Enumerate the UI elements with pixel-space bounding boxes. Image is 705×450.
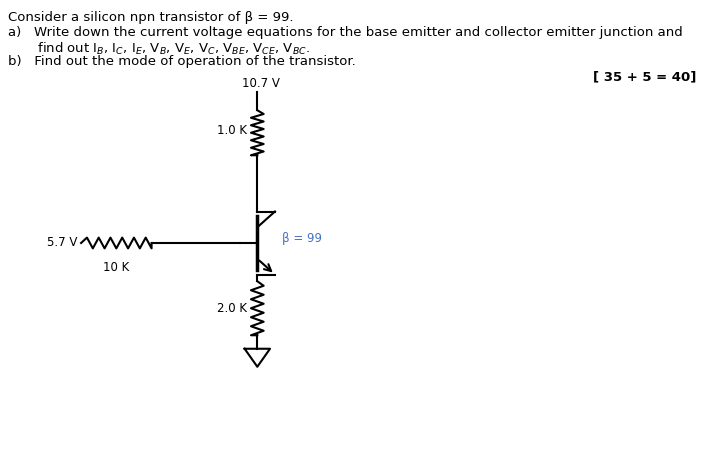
Text: 10 K: 10 K xyxy=(103,261,130,274)
Text: [ 35 + 5 = 40]: [ 35 + 5 = 40] xyxy=(593,71,697,84)
Text: 1.0 K: 1.0 K xyxy=(216,124,247,137)
Text: b)   Find out the mode of operation of the transistor.: b) Find out the mode of operation of the… xyxy=(8,55,356,68)
Text: a)   Write down the current voltage equations for the base emitter and collector: a) Write down the current voltage equati… xyxy=(8,26,683,39)
Text: β = 99: β = 99 xyxy=(282,232,322,245)
Text: Consider a silicon npn transistor of β = 99.: Consider a silicon npn transistor of β =… xyxy=(8,11,294,24)
Text: find out I$_B$, I$_C$, I$_E$, V$_B$, V$_E$, V$_C$, V$_{BE}$, V$_{CE}$, V$_{BC}$.: find out I$_B$, I$_C$, I$_E$, V$_B$, V$_… xyxy=(8,40,310,57)
Text: 10.7 V: 10.7 V xyxy=(242,77,280,90)
Text: 5.7 V: 5.7 V xyxy=(47,237,78,249)
Text: 2.0 K: 2.0 K xyxy=(216,302,247,315)
